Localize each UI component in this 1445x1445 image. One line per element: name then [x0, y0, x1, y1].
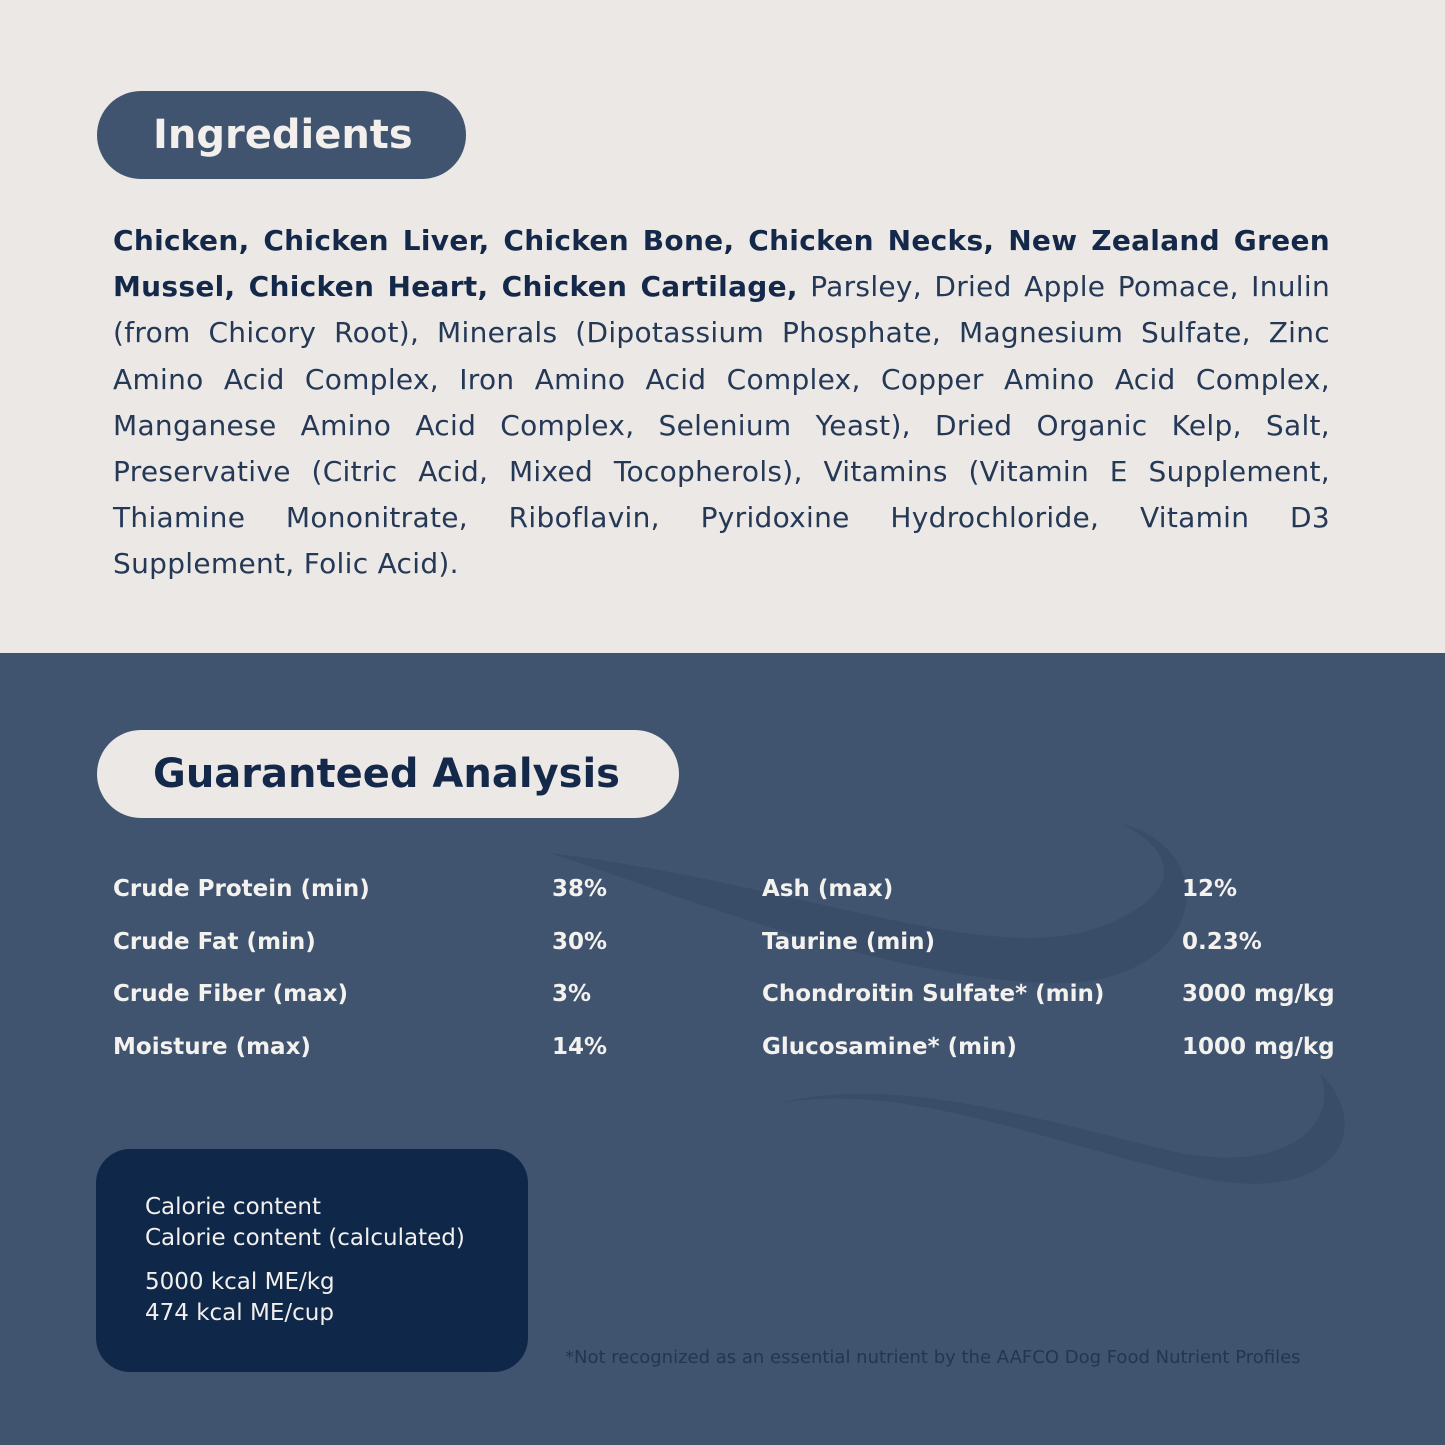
analysis-right-column: Ash (max) 12% Taurine (min) 0.23% Chondroi… [762, 863, 1335, 1073]
analysis-row: Ash (max) 12% [762, 863, 1335, 916]
main-ingredients: Chicken, Chicken Liver, Chicken Bone, Ch… [113, 224, 1330, 304]
analysis-row: Crude Fat (min) 30% [113, 916, 607, 969]
calorie-per-kg: 5000 kcal ME/kg [145, 1269, 335, 1295]
analysis-row: Crude Fiber (max) 3% [113, 968, 607, 1021]
analysis-row: Crude Protein (min) 38% [113, 863, 607, 916]
wave-decoration-icon [550, 823, 1345, 1184]
analysis-row: Taurine (min) 0.23% [762, 916, 1335, 969]
nutrient-value: 14% [552, 1033, 608, 1060]
footnote: *Not recognized as an essential nutrient… [565, 1347, 1301, 1368]
nutrient-value: 30% [552, 928, 608, 955]
ingredients-heading: Ingredients [97, 91, 466, 179]
analysis-row: Moisture (max) 14% [113, 1021, 607, 1074]
ingredients-list: Chicken, Chicken Liver, Chicken Bone, Ch… [113, 218, 1330, 588]
nutrient-value: 38% [552, 876, 608, 903]
nutrient-label: Ash (max) [762, 876, 894, 903]
nutrient-value: 3000 mg/kg [1182, 981, 1335, 1008]
calorie-per-cup: 474 kcal ME/cup [145, 1300, 334, 1326]
calorie-label: Calorie content [145, 1194, 321, 1220]
analysis-section: Guaranteed Analysis Crude Protein (min) 3… [0, 653, 1445, 1445]
calorie-box: Calorie content Calorie content (calcula… [96, 1149, 528, 1372]
nutrient-value: 0.23% [1182, 928, 1262, 955]
nutrient-label: Crude Fiber (max) [113, 981, 349, 1008]
nutrient-label: Crude Protein (min) [113, 876, 370, 903]
nutrient-label: Crude Fat (min) [113, 928, 316, 955]
nutrient-label: Chondroitin Sulfate* (min) [762, 981, 1105, 1008]
nutrient-value: 12% [1182, 876, 1238, 903]
nutrient-value: 1000 mg/kg [1182, 1033, 1335, 1060]
nutrient-label: Glucosamine* (min) [762, 1033, 1017, 1060]
analysis-left-column: Crude Protein (min) 38% Crude Fat (min) 30… [113, 863, 607, 1073]
calorie-calculated-label: Calorie content (calculated) [145, 1225, 465, 1251]
nutrient-label: Taurine (min) [762, 928, 936, 955]
analysis-row: Glucosamine* (min) 1000 mg/kg [762, 1021, 1335, 1074]
ingredients-section: Ingredients Chicken, Chicken Liver, Chic… [0, 0, 1445, 653]
nutrient-value: 3% [552, 981, 592, 1008]
other-ingredients: Parsley, Dried Apple Pomace, Inulin (fro… [113, 270, 1331, 581]
nutrient-label: Moisture (max) [113, 1033, 311, 1060]
analysis-row: Chondroitin Sulfate* (min) 3000 mg/kg [762, 968, 1335, 1021]
guaranteed-analysis-heading: Guaranteed Analysis [97, 730, 679, 818]
